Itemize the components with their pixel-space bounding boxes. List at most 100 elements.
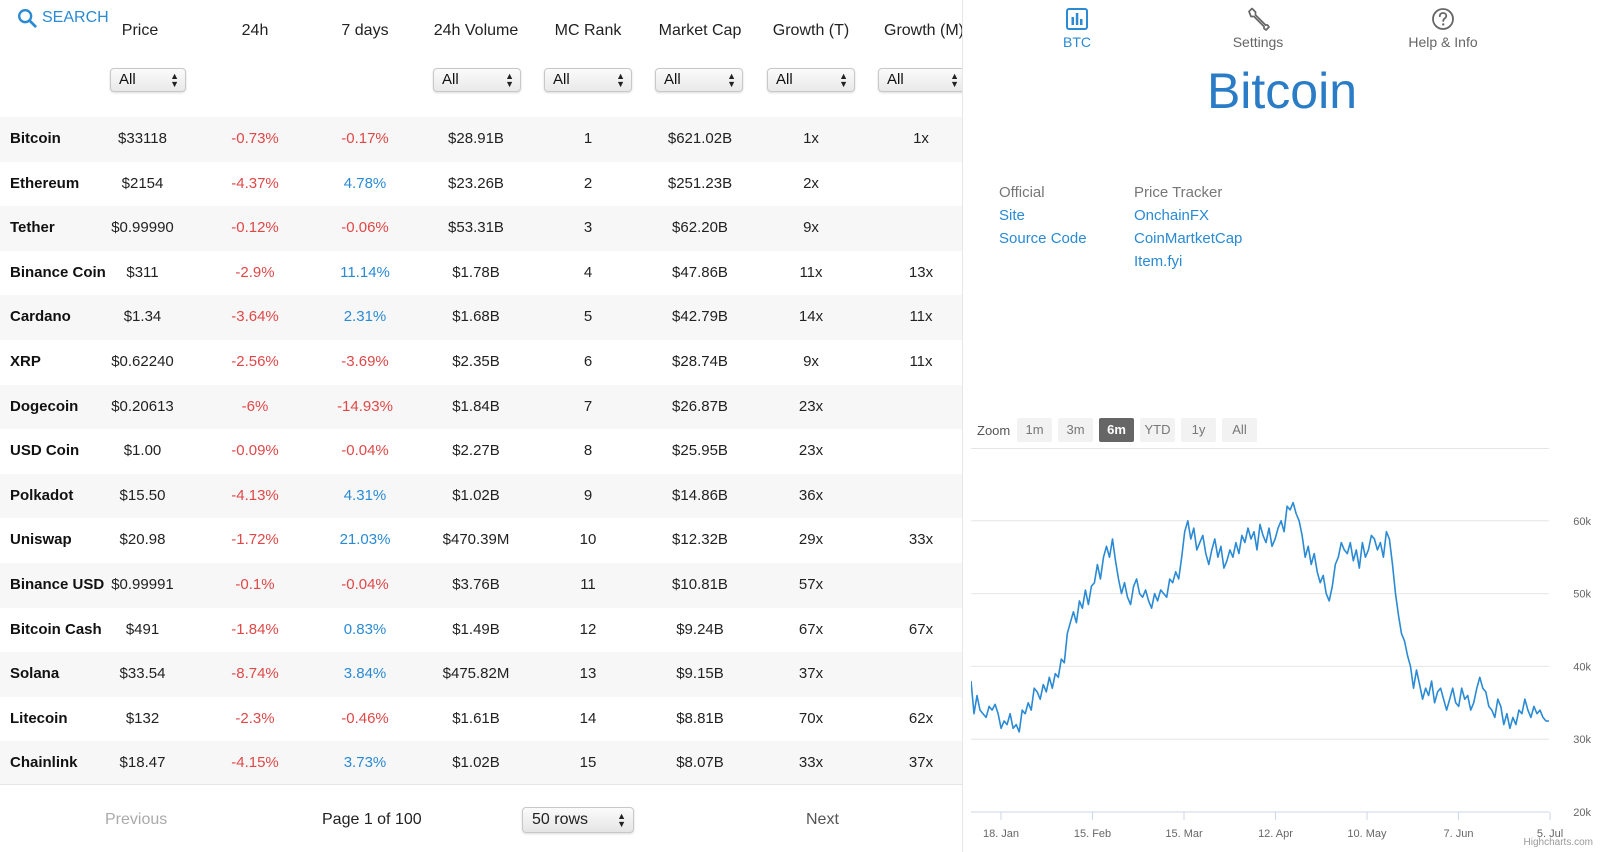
table-row[interactable]: XRP $0.62240 -2.56% -3.69% $2.35B 6 $28.74B 9x 1… <box>0 340 962 385</box>
table-row[interactable]: Chainlink $18.47 -4.15% 3.73% $1.02B 15 $8.07B… <box>0 741 962 786</box>
tab-help-label: Help & Info <box>1408 34 1478 50</box>
coin-name[interactable]: Binance Coin <box>10 263 106 281</box>
cell-mcap: $28.74B <box>672 352 728 370</box>
link-coinmarketcap[interactable]: CoinMartketCap <box>1134 230 1243 247</box>
cell-rank: 8 <box>583 442 593 460</box>
coin-name[interactable]: Chainlink <box>10 754 78 772</box>
market-cap-filter-select[interactable]: All ▲ ▼ <box>655 68 743 92</box>
zoom-button-3m[interactable]: 3m <box>1058 418 1093 442</box>
select-arrows-icon: ▲ ▼ <box>727 71 736 89</box>
cell-h24: -2.9% <box>235 263 275 281</box>
column-header-growth-t[interactable]: Growth (T) <box>772 22 850 39</box>
zoom-button-1m[interactable]: 1m <box>1017 418 1052 442</box>
cell-gm: 37x <box>908 754 934 772</box>
previous-page-button[interactable]: Previous <box>105 811 168 828</box>
cell-vol: $1.02B <box>452 486 500 504</box>
coin-name[interactable]: Solana <box>10 665 60 683</box>
column-header-volume[interactable]: 24h Volume <box>433 22 519 39</box>
cell-h24: -0.73% <box>231 130 279 147</box>
tab-btc[interactable]: BTC <box>1053 6 1101 50</box>
zoom-button-ytd[interactable]: YTD <box>1140 418 1175 442</box>
column-header-7days[interactable]: 7 days <box>341 22 389 39</box>
table-row[interactable]: Bitcoin Cash $491 -1.84% 0.83% $1.49B 12 $9.24… <box>0 608 962 653</box>
table-row[interactable]: Binance Coin $311 -2.9% 11.14% $1.78B 4 $47.86… <box>0 251 962 296</box>
column-header-mc-rank[interactable]: MC Rank <box>554 22 622 39</box>
coin-name[interactable]: Polkadot <box>10 486 74 504</box>
price-filter-select[interactable]: All ▲ ▼ <box>110 68 186 92</box>
tracker-header: Price Tracker <box>1134 184 1223 201</box>
growth-m-filter-select[interactable]: All ▲ ▼ <box>878 68 962 92</box>
table-row[interactable]: Tether $0.99990 -0.12% -0.06% $53.31B 3 $62.20… <box>0 206 962 251</box>
zoom-label: Zoom <box>977 423 1011 438</box>
coin-name[interactable]: Dogecoin <box>10 397 79 415</box>
cell-price: $33118 <box>118 130 167 147</box>
link-source-code[interactable]: Source Code <box>999 230 1087 247</box>
link-site[interactable]: Site <box>999 207 1025 224</box>
cell-rank: 4 <box>583 263 593 281</box>
table-row[interactable]: Polkadot $15.50 -4.13% 4.31% $1.02B 9 $14.86B 3… <box>0 473 962 519</box>
table-row[interactable]: Solana $33.54 -8.74% 3.84% $475.82M 13 $9.15B 3… <box>0 652 962 697</box>
cell-price: $0.99990 <box>111 219 174 237</box>
volume-filter-select[interactable]: All ▲ ▼ <box>433 68 521 92</box>
cell-gt: 1x <box>803 130 819 147</box>
cell-mcap: $10.81B <box>672 575 728 593</box>
coin-name[interactable]: USD Coin <box>10 442 80 460</box>
cell-h24: -2.56% <box>231 352 279 370</box>
zoom-button-6m[interactable]: 6m <box>1099 418 1134 442</box>
cell-gt: 33x <box>798 754 824 772</box>
column-header-price[interactable]: Price <box>121 22 159 39</box>
zoom-button-all[interactable]: All <box>1222 418 1257 442</box>
cell-gm: 1x <box>913 130 929 147</box>
select-arrows-icon: ▲ ▼ <box>839 71 848 89</box>
coin-name[interactable]: Bitcoin Cash <box>10 620 102 638</box>
table-row[interactable]: Litecoin $132 -2.3% -0.46% $1.61B 14 $8.81B 70x… <box>0 697 962 742</box>
cell-gt: 29x <box>798 531 824 549</box>
tab-settings[interactable]: Settings <box>1223 6 1293 50</box>
link-itemfyi[interactable]: Item.fyi <box>1134 253 1183 270</box>
zoom-button-1y[interactable]: 1y <box>1181 418 1216 442</box>
price-filter-value: All <box>119 71 136 88</box>
table-row[interactable]: Ethereum $2154 -4.37% 4.78% $23.26B 2 $251.23B… <box>0 162 962 207</box>
column-header-24h[interactable]: 24h <box>241 22 269 39</box>
cell-mcap: $14.86B <box>672 486 728 504</box>
rank-filter-select[interactable]: All ▲ ▼ <box>544 68 632 92</box>
cell-gm: 11x <box>909 308 933 326</box>
table-row[interactable]: Uniswap $20.98 -1.72% 21.03% $470.39M 10 $12.3… <box>0 518 962 563</box>
growth-t-filter-value: All <box>776 71 793 88</box>
coin-table-pane: SEARCH Price 24h 7 days 24h Volume MC Ra… <box>0 7 962 833</box>
select-arrows-icon: ▲ ▼ <box>617 811 626 829</box>
tab-settings-label: Settings <box>1232 34 1284 50</box>
cell-vol: $1.78B <box>452 263 500 281</box>
cell-h24: -3.64% <box>231 308 279 326</box>
cell-vol: $3.76B <box>452 575 500 593</box>
link-onchainfx[interactable]: OnchainFX <box>1134 207 1210 224</box>
table-row[interactable]: USD Coin $1.00 -0.09% -0.04% $2.27B 8 $25.95B 2… <box>0 429 962 474</box>
cell-gt: 9x <box>803 219 819 237</box>
coin-name[interactable]: Cardano <box>10 308 71 326</box>
coin-name[interactable]: Tether <box>10 219 55 237</box>
table-row[interactable]: Binance USD $0.99991 -0.1% -0.04% $3.76B 11 $1… <box>0 562 962 608</box>
cell-rank: 7 <box>583 397 593 415</box>
table-row[interactable]: Bitcoin $33118 -0.73% -0.17% $28.91B 1 $621.02… <box>0 117 962 162</box>
coin-name[interactable]: Uniswap <box>10 531 72 549</box>
cell-rank: 1 <box>583 130 593 147</box>
table-row[interactable]: Dogecoin $0.20613 -6% -14.93% $1.84B 7 $26.87B… <box>0 384 962 430</box>
x-tick-label: 18. Jan <box>983 828 1019 840</box>
coin-name[interactable]: Litecoin <box>10 709 68 727</box>
column-header-market-cap[interactable]: Market Cap <box>658 22 742 39</box>
next-page-button[interactable]: Next <box>806 811 839 828</box>
coin-name[interactable]: Binance USD <box>10 575 105 593</box>
table-row[interactable]: Cardano $1.34 -3.64% 2.31% $1.68B 5 $42.79B 14x… <box>0 295 962 340</box>
search-button[interactable]: SEARCH <box>16 7 109 29</box>
rows-per-page-select[interactable]: 50 rows ▲ ▼ <box>522 807 634 833</box>
growth-t-filter-select[interactable]: All ▲ ▼ <box>767 68 855 92</box>
coin-name[interactable]: Ethereum <box>10 174 80 192</box>
tab-help[interactable]: Help & Info <box>1393 6 1493 50</box>
cell-price: $20.98 <box>119 531 166 549</box>
x-tick-label: 15. Mar <box>1165 828 1203 840</box>
column-header-growth-m[interactable]: Growth (M) <box>884 22 962 39</box>
coin-name[interactable]: XRP <box>10 352 41 370</box>
coin-name[interactable]: Bitcoin <box>10 130 61 147</box>
cell-price: $491 <box>125 620 160 638</box>
cell-gm: 13x <box>908 263 934 281</box>
